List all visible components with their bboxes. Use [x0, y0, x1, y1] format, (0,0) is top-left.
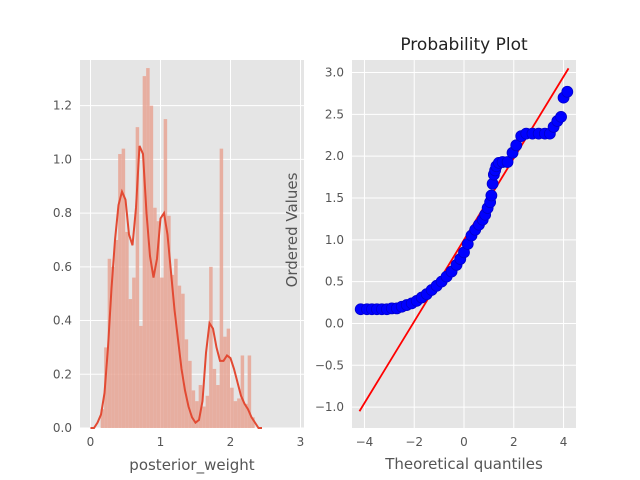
histogram-bar: [132, 277, 136, 428]
histogram-bar: [198, 385, 203, 428]
y-tick-label: 0.0: [325, 316, 344, 330]
y-tick-label: 1.0: [325, 233, 344, 247]
x-tick-label: 1: [157, 435, 165, 449]
histogram-x-axis-label: posterior_weight: [129, 456, 254, 475]
histogram-bar: [209, 266, 213, 428]
histogram-bar: [233, 401, 238, 428]
y-tick-label: 1.0: [53, 152, 72, 166]
y-tick-label: 2.0: [325, 149, 344, 163]
histogram-x-ticks: 0 1 2 3: [87, 435, 305, 449]
histogram-bar: [142, 76, 147, 428]
histogram-bar: [202, 406, 206, 428]
kde-line: [90, 145, 262, 429]
x-tick-label: −4: [356, 435, 374, 449]
histogram-bar: [111, 266, 115, 428]
histogram-bar: [174, 258, 178, 428]
data-point: [485, 189, 498, 202]
probability-plot-chart: −4 −2 0 2 4 −1.0 −0.5 0.0 0.5 1.0 1.5 2.0 2.5 3.0 Pr…: [283, 35, 576, 473]
histogram-bar: [107, 258, 112, 428]
histogram-bar: [226, 328, 231, 428]
histogram-bar: [167, 215, 171, 428]
probability-y-axis-label: Ordered Values: [283, 172, 301, 287]
probability-x-axis-label: Theoretical quantiles: [384, 455, 543, 473]
histogram-bar: [219, 148, 224, 428]
y-tick-label: 1.5: [325, 191, 344, 205]
data-point: [510, 139, 523, 152]
x-tick-label: −2: [405, 435, 423, 449]
y-tick-label: 0.4: [53, 314, 72, 328]
histogram-bar: [230, 387, 234, 428]
histogram-bar: [247, 355, 252, 428]
histogram-bar: [163, 119, 168, 429]
data-point: [501, 156, 514, 168]
histogram-bar: [184, 339, 189, 428]
y-tick-label: 1.2: [53, 99, 72, 113]
probability-points: [354, 85, 574, 316]
histogram-bar: [170, 274, 175, 428]
histogram-bar: [251, 417, 255, 428]
histogram-bar: [121, 148, 126, 428]
histogram-bar: [195, 401, 199, 428]
histogram-bar: [139, 325, 143, 428]
histogram-bar: [216, 385, 220, 428]
histogram-bar: [114, 239, 119, 428]
x-tick-label: 0: [460, 435, 468, 449]
y-tick-label: −0.5: [315, 358, 344, 372]
y-tick-label: −1.0: [315, 400, 344, 414]
histogram-bar: [156, 221, 161, 428]
histogram-bar: [188, 360, 192, 428]
histogram-bar: [240, 355, 245, 428]
histogram-bar: [244, 403, 248, 428]
histogram-bar: [118, 154, 122, 429]
x-tick-label: 0: [87, 435, 95, 449]
probability-gridlines: [352, 60, 576, 428]
x-tick-label: 4: [560, 435, 568, 449]
histogram-bar: [125, 231, 129, 428]
histogram-bar: [223, 336, 227, 428]
y-tick-label: 0.8: [53, 206, 72, 220]
histogram-bar: [146, 68, 150, 428]
x-tick-label: 3: [297, 435, 305, 449]
histogram-bar: [128, 299, 133, 428]
histogram-bar: [181, 293, 185, 428]
x-tick-label: 2: [227, 435, 235, 449]
y-tick-label: 3.0: [325, 66, 344, 80]
histogram-kde-chart: 0 1 2 3 0.0 0.2 0.4 0.6 0.8 1.0 1.2 posterior_wei…: [53, 60, 304, 475]
probability-plot-title: Probability Plot: [400, 35, 528, 55]
y-tick-label: 0.5: [325, 275, 344, 289]
probability-x-ticks: −4 −2 0 2 4: [356, 435, 568, 449]
x-tick-label: 2: [510, 435, 518, 449]
histogram-y-ticks: 0.0 0.2 0.4 0.6 0.8 1.0 1.2: [53, 99, 72, 435]
histogram-bar: [205, 395, 210, 428]
histogram-bar: [212, 368, 217, 428]
histogram-bar: [237, 398, 241, 428]
histogram-bar: [100, 409, 105, 428]
histogram-bar: [135, 127, 140, 428]
histogram-bar: [160, 277, 164, 428]
histogram-bar: [191, 390, 196, 428]
y-tick-label: 2.5: [325, 107, 344, 121]
y-tick-label: 0.6: [53, 260, 72, 274]
histogram-bar: [153, 207, 157, 428]
probability-y-ticks: −1.0 −0.5 0.0 0.5 1.0 1.5 2.0 2.5 3.0: [315, 66, 344, 415]
y-tick-label: 0.0: [53, 421, 72, 435]
data-point: [561, 85, 574, 98]
data-point: [555, 110, 567, 123]
y-tick-label: 0.2: [53, 367, 72, 381]
